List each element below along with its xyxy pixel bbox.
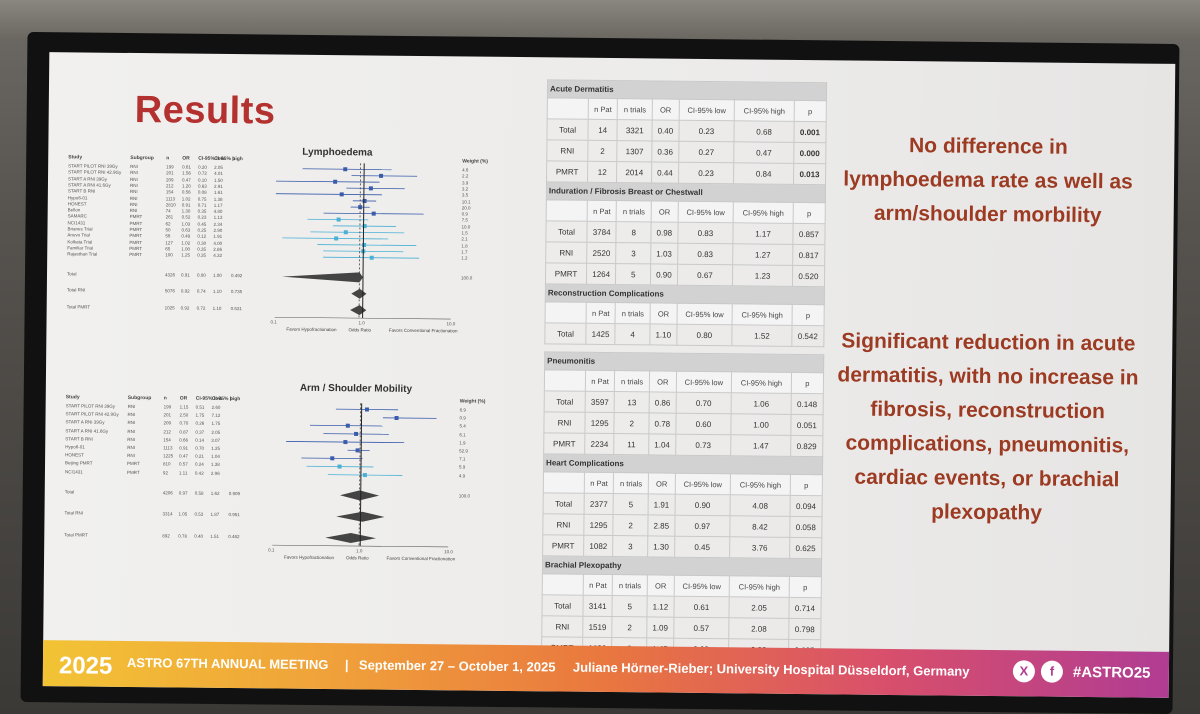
footer-separator: | xyxy=(344,657,349,673)
forest-point-square xyxy=(343,167,348,172)
astro-logo: 2025 xyxy=(59,652,113,680)
forest-plot-arm-shoulder: Arm / Shoulder Mobility Study Subgroup n OR… xyxy=(62,382,485,598)
forest-summary-diamond xyxy=(281,272,364,283)
summary-table: Pneumonitis n Pat n trials OR CI-95% low CI-9… xyxy=(541,351,824,661)
presentation-slide: Results Lymphoedema Study Subgroup n OR CI-9… xyxy=(42,52,1176,698)
table-row: Total 3141 5 1.12 0.61 2.05 0.714 xyxy=(541,594,822,619)
table-row: RNI 1519 2 1.09 0.57 2.08 0.798 xyxy=(541,615,821,640)
forest-point-square xyxy=(394,415,399,420)
x-icon: X xyxy=(1012,660,1036,683)
forest-ci-line xyxy=(346,187,405,190)
table-row: Total 3597 13 0.86 0.70 1.06 0.148 xyxy=(544,390,824,415)
forest-point-square xyxy=(362,473,367,478)
forest-point-square xyxy=(343,230,348,235)
conclusion-lymphoedema: No difference in lymphoedema rate as wel… xyxy=(843,134,1133,228)
forest-point-square xyxy=(369,255,374,260)
hashtag: #ASTRO25 xyxy=(1072,663,1151,682)
conclusion-dermatitis: Significant reduction in acute dermatiti… xyxy=(837,329,1139,525)
forest-point-square xyxy=(343,440,348,445)
forest-point-square xyxy=(339,192,344,197)
summary-tables-bottom: Pneumonitis n Pat n trials OR CI-95% low CI-9… xyxy=(541,351,824,661)
table-column-header: n Pat n trials OR CI-95% low CI-95% high p xyxy=(542,573,822,598)
table-column-header: n Pat n trials OR CI-95% low CI-95% high p xyxy=(547,97,827,122)
forest-point-square xyxy=(354,431,359,436)
table-row: Total 3784 8 0.98 0.83 1.17 0.857 xyxy=(545,220,826,245)
table-row: RNI 1295 2 2.85 0.97 8.42 0.058 xyxy=(542,513,823,538)
forest-point-square xyxy=(358,205,363,210)
table-row: Total 1425 4 1.10 0.80 1.52 0.542 xyxy=(544,322,825,347)
table-row: PMRT 12 2014 0.44 0.23 0.84 0.013 xyxy=(546,160,826,185)
meeting-name: ASTRO 67TH ANNUAL MEETING xyxy=(126,654,329,673)
presenter-credit: Juliane Hörner-Rieber; University Hospit… xyxy=(572,659,970,679)
forest-null-line xyxy=(359,403,363,547)
forest-ci-line xyxy=(317,244,417,246)
slide-footer: 2025 ASTRO 67TH ANNUAL MEETING | Septemb… xyxy=(42,640,1170,698)
forest-point-square xyxy=(362,243,367,248)
summary-table: Acute Dermatitis n Pat n trials OR CI-95% lo… xyxy=(544,79,827,347)
table-row: Total 2377 5 1.91 0.90 4.08 0.094 xyxy=(543,492,823,517)
forest-summary-diamond xyxy=(325,532,377,543)
forest-point-square xyxy=(379,173,384,178)
forest-point-square xyxy=(355,448,360,453)
forest-ci-line xyxy=(310,231,405,234)
forest-plot-lymphoedema: Lymphoedema Study Subgroup n OR CI-95% low CI… xyxy=(64,142,488,358)
table-row: RNI 1295 2 0.78 0.60 1.00 0.051 xyxy=(543,411,824,436)
forest-plot-graphic xyxy=(274,163,451,320)
table-row: RNI 2 1307 0.36 0.27 0.47 0.000 xyxy=(546,139,826,164)
table-row: PMRT 2234 11 1.04 0.73 1.47 0.829 xyxy=(543,432,823,457)
forest-plot-graphic xyxy=(272,403,449,548)
table-row: RNI 2520 3 1.03 0.83 1.27 0.817 xyxy=(545,241,825,266)
forest-summary-diamond xyxy=(350,305,367,316)
table-column-header: n Pat n trials OR CI-95% low CI-95% high p xyxy=(544,369,824,394)
table-row: Total 14 3321 0.40 0.23 0.68 0.001 xyxy=(546,118,827,143)
table-column-header: n Pat n trials OR CI-95% low CI-95% high p xyxy=(543,471,823,496)
forest-ci-line xyxy=(276,180,380,183)
forest-point-square xyxy=(333,179,338,184)
forest-ci-line xyxy=(275,193,383,196)
meeting-dates: September 27 – October 1, 2025 xyxy=(358,657,556,675)
forest-point-square xyxy=(364,407,369,412)
forest-ci-line xyxy=(351,175,418,177)
slide-title: Results xyxy=(134,89,276,133)
forest-point-square xyxy=(336,217,341,222)
forest-point-square xyxy=(337,464,342,469)
forest-point-square xyxy=(330,456,335,461)
table-column-header: n Pat n trials OR CI-95% low CI-95% high p xyxy=(546,199,826,224)
forest-x-axis xyxy=(272,544,449,548)
forest-point-square xyxy=(371,211,376,216)
forest-ci-line xyxy=(382,417,437,419)
forest-point-square xyxy=(334,236,339,241)
forest-overall-line xyxy=(358,163,361,319)
forest-point-square xyxy=(368,186,373,191)
logo-text: 2025 xyxy=(59,652,113,680)
summary-tables-top: Acute Dermatitis n Pat n trials OR CI-95% lo… xyxy=(544,79,827,347)
forest-point-square xyxy=(362,198,367,203)
forest-x-axis xyxy=(274,316,451,320)
table-row: PMRT 1082 3 1.30 0.45 3.76 0.625 xyxy=(542,534,822,559)
table-row: PMRT 1264 5 0.90 0.67 1.23 0.520 xyxy=(545,262,825,287)
forest-point-square xyxy=(345,423,350,428)
forest-null-line xyxy=(362,163,365,319)
table-column-header: n Pat n trials OR CI-95% low CI-95% high p xyxy=(545,301,825,326)
facebook-icon: f xyxy=(1040,660,1064,683)
